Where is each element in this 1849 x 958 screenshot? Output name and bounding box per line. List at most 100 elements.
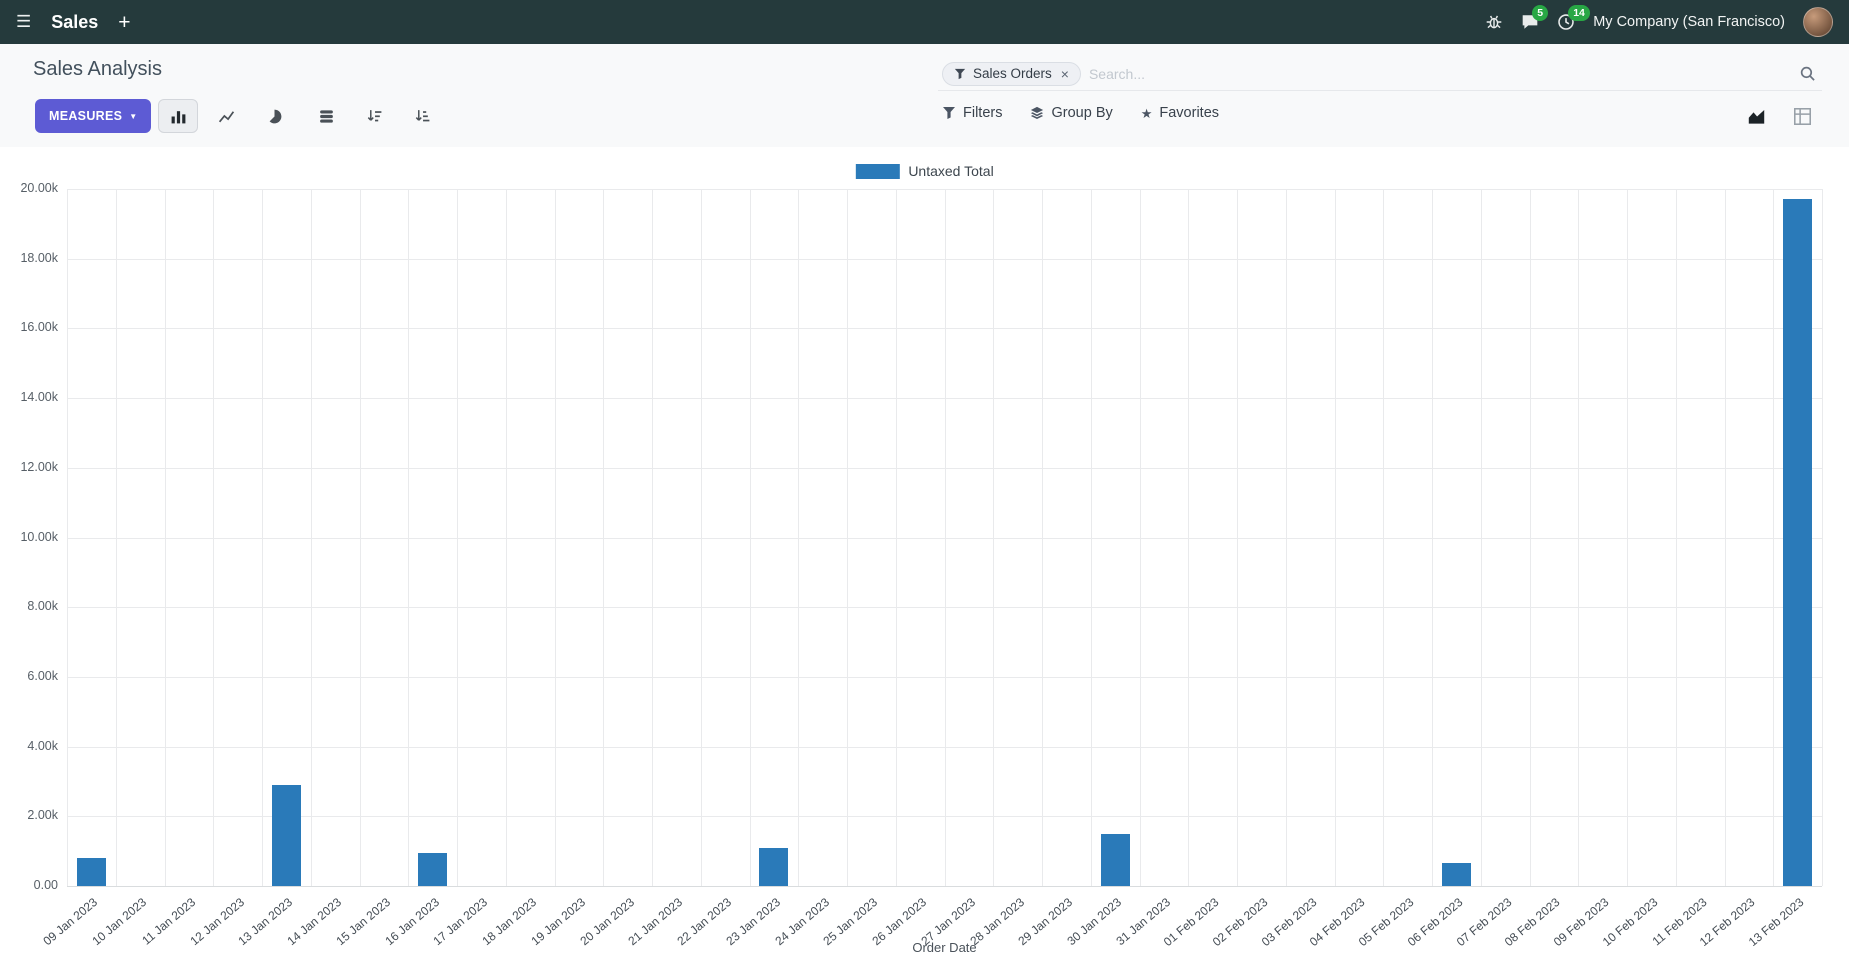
chart-bar[interactable] <box>418 852 448 886</box>
x-gridline <box>554 189 556 886</box>
x-gridline <box>262 189 263 886</box>
x-gridline <box>310 189 312 886</box>
chevron-down-icon: ▼ <box>129 111 138 121</box>
group-by-button[interactable]: Group By <box>1030 105 1113 121</box>
y-axis-tick-label: 4.00k <box>27 738 58 753</box>
y-axis-tick-label: 18.00k <box>20 250 58 265</box>
search-facet-label: Sales Orders <box>973 66 1052 81</box>
chart-bar[interactable] <box>1100 833 1130 886</box>
pivot-view-button[interactable] <box>1781 99 1823 133</box>
x-gridline <box>408 189 410 886</box>
chart-legend[interactable]: Untaxed Total <box>855 163 994 179</box>
chart-bar[interactable] <box>271 784 301 886</box>
x-gridline <box>700 189 702 886</box>
x-gridline <box>798 189 800 886</box>
x-gridline <box>164 189 166 886</box>
graph-view-button[interactable] <box>1735 99 1777 133</box>
x-gridline <box>115 189 117 886</box>
facet-remove-icon[interactable]: × <box>1060 65 1069 82</box>
sort-ascending-icon <box>415 109 429 121</box>
graph-view: Untaxed Total 0.00 2.00k 4.00k 6.00k 8.00k 10… <box>0 147 1849 958</box>
bar-chart-button[interactable] <box>158 99 198 133</box>
search-input[interactable] <box>1088 65 1791 82</box>
sort-descending-icon <box>367 109 381 121</box>
line-chart-button[interactable] <box>206 99 246 133</box>
x-gridline <box>993 189 995 886</box>
chart-type-toggle-group <box>158 99 294 133</box>
messages-badge: 5 <box>1532 5 1549 21</box>
x-gridline <box>1383 189 1385 886</box>
y-axis-tick-label: 6.00k <box>27 668 58 683</box>
x-gridline <box>1237 189 1238 886</box>
activities-clock-icon[interactable]: 14 <box>1557 5 1590 31</box>
star-icon: ★ <box>1140 105 1153 121</box>
user-avatar[interactable] <box>1803 7 1833 37</box>
y-axis-tick-label: 12.00k <box>20 459 58 474</box>
sort-descending-button[interactable] <box>354 99 394 133</box>
debug-bug-icon[interactable] <box>1485 13 1503 31</box>
graph-options-group <box>306 99 442 133</box>
chart-bar[interactable] <box>76 858 106 886</box>
x-gridline <box>1773 189 1775 886</box>
messages-icon[interactable]: 5 <box>1521 5 1549 31</box>
x-gridline <box>847 189 848 886</box>
x-gridline <box>652 189 653 886</box>
x-gridline <box>1090 189 1092 886</box>
line-chart-icon <box>218 110 234 122</box>
search-bar[interactable]: Sales Orders × <box>938 57 1822 91</box>
page-title: Sales Analysis <box>33 58 162 80</box>
x-axis-title: Order Date <box>912 940 977 955</box>
chart-bar[interactable] <box>759 847 789 886</box>
stacked-icon <box>319 109 333 123</box>
apps-menu-icon[interactable]: ☰ <box>16 12 32 31</box>
filters-button[interactable]: Filters <box>942 105 1002 121</box>
chart-bar[interactable] <box>1783 199 1813 886</box>
new-plus-icon[interactable]: + <box>118 10 131 34</box>
x-gridline <box>1480 189 1482 886</box>
group-by-label: Group By <box>1051 105 1113 121</box>
x-gridline <box>1188 189 1190 886</box>
x-gridline <box>457 189 458 886</box>
y-axis-tick-label: 2.00k <box>27 808 58 823</box>
stacked-toggle-button[interactable] <box>306 99 346 133</box>
company-switcher[interactable]: My Company (San Francisco) <box>1593 14 1785 30</box>
navbar-right: 5 14 My Company (San Francisco) <box>1485 5 1833 37</box>
x-gridline <box>603 189 605 886</box>
pie-chart-button[interactable] <box>254 99 294 133</box>
view-switcher <box>1735 99 1823 133</box>
search-icon[interactable] <box>1799 65 1816 82</box>
x-gridline <box>359 189 361 886</box>
x-gridline <box>895 189 897 886</box>
y-gridline <box>67 886 1822 887</box>
control-panel: Sales Analysis Sales Orders × MEASURES ▼ <box>0 44 1849 147</box>
favorites-button[interactable]: ★ Favorites <box>1141 105 1219 121</box>
x-gridline <box>505 189 507 886</box>
sort-ascending-button[interactable] <box>402 99 442 133</box>
y-axis-tick-label: 10.00k <box>20 529 58 544</box>
measures-button-label: MEASURES <box>49 109 123 123</box>
x-gridline <box>1042 189 1043 886</box>
x-gridline <box>1822 189 1823 886</box>
area-chart-icon <box>1748 109 1764 124</box>
x-gridline <box>1724 189 1726 886</box>
y-axis-tick-label: 8.00k <box>27 599 58 614</box>
x-gridline <box>213 189 215 886</box>
bar-chart-icon <box>171 110 185 123</box>
facet-funnel-icon <box>954 68 966 79</box>
navbar-left: ☰ Sales + <box>16 12 131 33</box>
x-gridline <box>1675 189 1677 886</box>
search-facet[interactable]: Sales Orders × <box>942 61 1081 86</box>
x-gridline <box>1432 189 1433 886</box>
x-gridline <box>1627 189 1628 886</box>
app-name[interactable]: Sales <box>51 11 99 32</box>
measures-button[interactable]: MEASURES ▼ <box>35 99 152 133</box>
x-gridline <box>1578 189 1580 886</box>
filters-label: Filters <box>963 105 1003 121</box>
search-options: Filters Group By ★ Favorites <box>942 105 1219 121</box>
x-gridline <box>67 189 68 886</box>
filters-funnel-icon <box>943 107 955 119</box>
y-axis-tick-label: 16.00k <box>20 320 58 335</box>
chart-bar[interactable] <box>1441 863 1471 886</box>
activities-badge: 14 <box>1568 5 1590 21</box>
x-gridline <box>1529 189 1531 886</box>
